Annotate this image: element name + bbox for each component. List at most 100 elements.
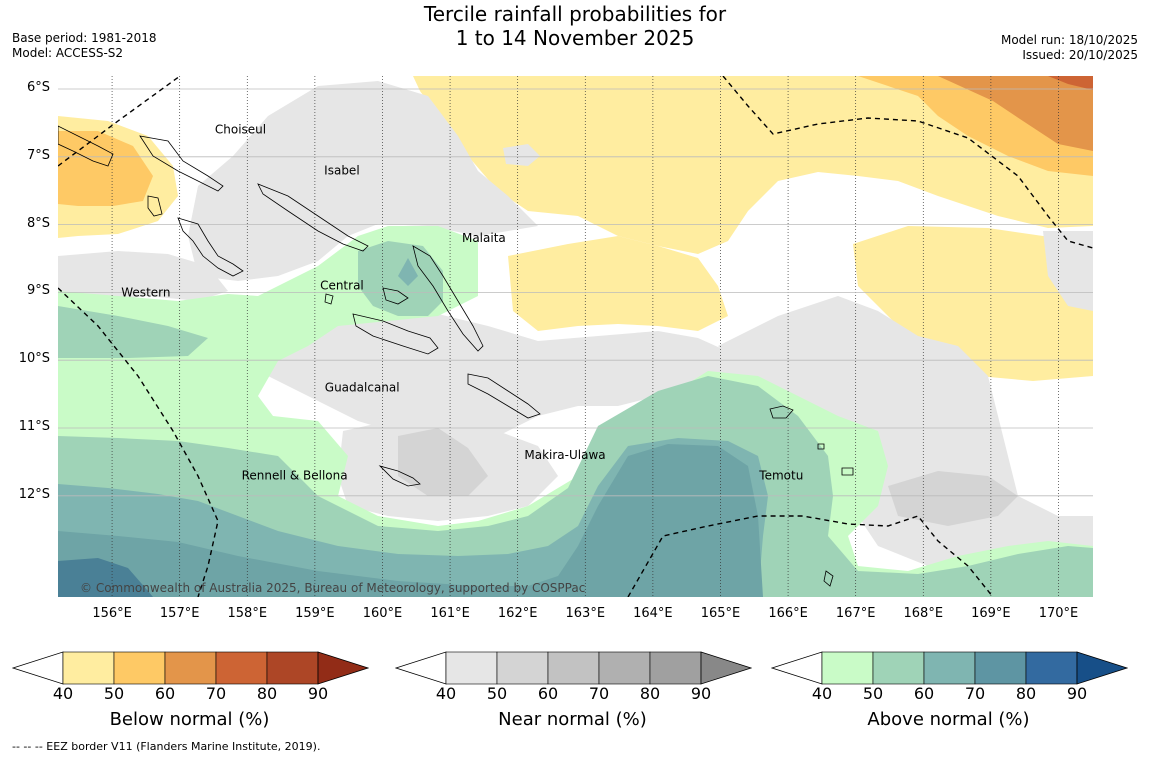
- colorbar-title: Below normal (%): [109, 709, 270, 730]
- lon-tick-label: 161°E: [430, 606, 470, 621]
- region-label: Western: [121, 285, 170, 299]
- above-normal-area-central-60: [398, 258, 418, 286]
- region-label: Choiseul: [215, 123, 266, 137]
- colorbar-tick-label: 50: [862, 684, 884, 703]
- colorbar-tick-label: 90: [1066, 684, 1088, 703]
- lat-tick-label: 7°S: [26, 147, 50, 163]
- below-normal-area-central: [508, 236, 728, 331]
- below-normal-area-east-60: [938, 76, 1093, 151]
- eez-border-south: [627, 515, 994, 597]
- guadalcanal-island: [352, 313, 439, 355]
- colorbar-tick-label: 40: [52, 684, 74, 703]
- colorbar: [395, 651, 752, 685]
- meta-left: Base period: 1981-2018 Model: ACCESS-S2: [12, 31, 157, 61]
- colorbar-segment: [266, 651, 319, 685]
- lon-tick-label: 168°E: [903, 606, 944, 621]
- malaita-island: [412, 245, 484, 352]
- base-period: Base period: 1981-2018: [12, 31, 157, 45]
- lon-tick-label: 169°E: [971, 606, 1011, 621]
- region-label: Guadalcanal: [325, 380, 400, 394]
- colorbar: [771, 651, 1128, 685]
- lon-tick-label: 158°E: [227, 606, 268, 621]
- region-label: Central: [320, 279, 364, 293]
- colorbar-segment: [113, 651, 166, 685]
- meta-right: Model run: 18/10/2025 Issued: 20/10/2025: [1001, 33, 1138, 63]
- lat-tick-label: 6°S: [26, 80, 50, 95]
- lon-tick-label: 167°E: [835, 606, 876, 621]
- bougainville-island: [58, 125, 114, 167]
- tercile-map: Choiseul Isabel Malaita Central Western Guada…: [58, 76, 1093, 597]
- below-normal-area-southeast: [853, 226, 1093, 381]
- lon-tick-label: 163°E: [565, 606, 606, 621]
- lat-tick-label: 8°S: [26, 215, 50, 231]
- map-title: Tercile rainfall probabilities for 1 to …: [0, 2, 1150, 50]
- region-label: Malaita: [462, 231, 506, 245]
- colorbar-tick-label: 50: [486, 684, 508, 703]
- colorbar-tick-label: 90: [690, 684, 712, 703]
- colorbar-tick-label: 40: [435, 684, 457, 703]
- below-normal-area-east: [413, 76, 1093, 254]
- model-name: Model: ACCESS-S2: [12, 46, 124, 60]
- colorbar-segment: [496, 651, 549, 685]
- coastlines: [58, 125, 854, 587]
- colorbar-segment: [821, 651, 874, 685]
- choiseul-island: [139, 135, 224, 192]
- rennell-island: [378, 465, 421, 487]
- colorbar-segment: [62, 651, 115, 685]
- colorbar-tick-label: 70: [588, 684, 610, 703]
- eez-borders: [58, 76, 1093, 597]
- lon-tick-label: 166°E: [768, 606, 808, 621]
- colorbar-tick-label: 80: [639, 684, 661, 703]
- region-labels: Choiseul Isabel Malaita Central Western Guada…: [121, 123, 803, 483]
- colorbar-tick-label: 60: [537, 684, 559, 703]
- colorbar-over-triangle: [700, 651, 752, 685]
- colorbar-over-triangle: [1076, 651, 1128, 685]
- colorbar-segment: [547, 651, 600, 685]
- lat-tick-label: 12°S: [18, 486, 50, 502]
- colorbar-segment: [974, 651, 1027, 685]
- colorbar-segment: [445, 651, 498, 685]
- eez-border-northeast: [722, 76, 1093, 249]
- colorbar-segment: [1025, 651, 1078, 685]
- colorbar-title: Above normal (%): [867, 709, 1030, 730]
- lon-tick-label: 159°E: [295, 606, 335, 621]
- model-run: Model run: 18/10/2025: [1000, 33, 1138, 47]
- colorbar-tick-label: 70: [205, 684, 227, 703]
- vanikoro-island: [841, 467, 854, 476]
- colorbar-segment: [872, 651, 925, 685]
- issued-date: Issued: 20/10/2025: [1022, 48, 1138, 62]
- colorbar-tick-label: 70: [964, 684, 986, 703]
- isabel-island: [257, 183, 369, 252]
- colorbar-tick-label: 80: [1015, 684, 1037, 703]
- lat-tick-label: 10°S: [18, 351, 50, 367]
- lon-tick-label: 164°E: [633, 606, 673, 621]
- colorbar-segment: [649, 651, 702, 685]
- eez-border-northwest: [58, 76, 181, 167]
- lon-tick-label: 156°E: [92, 606, 132, 621]
- colorbar-under-triangle: [395, 651, 447, 685]
- lon-tick-label: 170°E: [1038, 606, 1079, 621]
- above-normal-area-south-70: [58, 444, 763, 597]
- torres-islands: [823, 570, 834, 587]
- near-normal-area-south-50: [398, 428, 488, 496]
- florida-islands: [382, 287, 409, 305]
- above-normal-area-south-50: [58, 306, 1093, 597]
- near-normal-area-north: [188, 81, 538, 281]
- colorbar-segment: [923, 651, 976, 685]
- near-normal-area-east-50: [888, 471, 1018, 526]
- lon-tick-label: 160°E: [362, 606, 403, 621]
- region-label: Rennell & Bellona: [242, 468, 348, 482]
- near-normal-area-far-east: [1043, 231, 1093, 311]
- colorbar-segment: [215, 651, 268, 685]
- colorbar-segment: [164, 651, 217, 685]
- santa-cruz-islands: [769, 405, 794, 419]
- colorbar-tick-label: 60: [154, 684, 176, 703]
- new-georgia-islands: [177, 217, 244, 277]
- lon-tick-label: 157°E: [159, 606, 200, 621]
- colorbar-tick-label: 40: [811, 684, 833, 703]
- region-label: Isabel: [324, 163, 359, 177]
- copyright-text: © Commonwealth of Australia 2025, Bureau…: [80, 581, 585, 595]
- makira-island: [467, 373, 541, 419]
- colorbar-tick-label: 60: [913, 684, 935, 703]
- colorbar-under-triangle: [771, 651, 823, 685]
